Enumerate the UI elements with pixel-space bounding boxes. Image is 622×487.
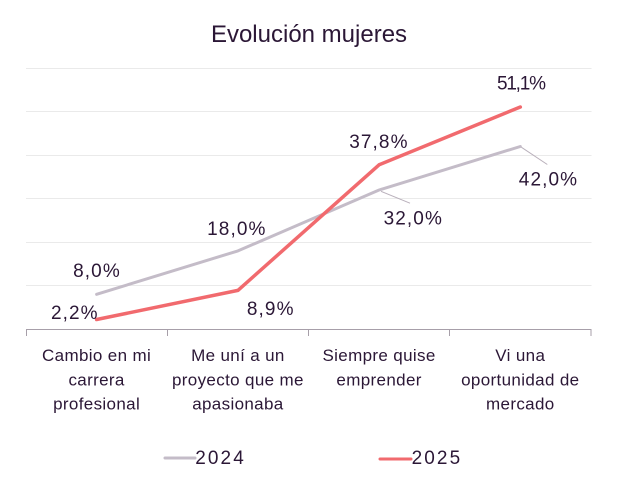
svg-text:mercado: mercado <box>486 395 555 414</box>
svg-text:Siempre quise: Siempre quise <box>322 346 435 365</box>
svg-text:32,0%: 32,0% <box>384 209 443 230</box>
svg-text:Me uní a un: Me uní a un <box>191 346 285 365</box>
svg-text:proyecto que me: proyecto que me <box>172 370 304 389</box>
svg-text:42,0%: 42,0% <box>519 170 578 191</box>
svg-text:51,1%: 51,1% <box>497 73 546 94</box>
svg-text:carrera: carrera <box>68 370 124 389</box>
svg-text:Vi una: Vi una <box>495 346 545 365</box>
svg-text:8,0%: 8,0% <box>73 261 121 282</box>
svg-text:apasionaba: apasionaba <box>192 395 284 414</box>
svg-text:18,0%: 18,0% <box>207 219 266 240</box>
svg-text:37,8%: 37,8% <box>349 132 408 153</box>
svg-text:2024: 2024 <box>195 448 246 469</box>
svg-text:8,9%: 8,9% <box>247 299 295 320</box>
svg-text:Evolución mujeres: Evolución mujeres <box>211 21 407 48</box>
svg-text:emprender: emprender <box>336 370 421 389</box>
svg-text:Cambio en mi: Cambio en mi <box>42 346 151 365</box>
svg-text:oportunidad de: oportunidad de <box>461 370 579 389</box>
svg-text:profesional: profesional <box>53 395 140 414</box>
svg-text:2,2%: 2,2% <box>51 303 99 324</box>
svg-text:2025: 2025 <box>412 448 463 469</box>
